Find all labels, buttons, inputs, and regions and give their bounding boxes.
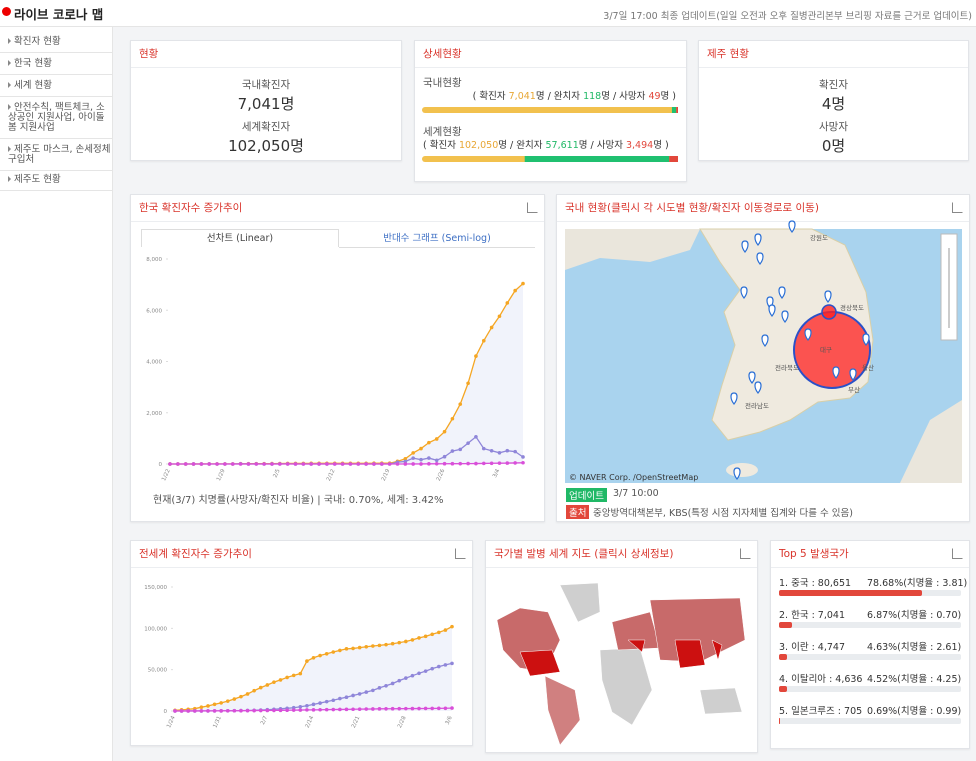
- country-share: 78.68%(치명율 : 3.81): [867, 578, 968, 589]
- bar-track: [779, 686, 961, 692]
- country-label: 2. 한국 : 7,041: [779, 610, 846, 621]
- world-chart-panel: 전세계 확진자수 증가추이: [130, 540, 473, 746]
- site-title[interactable]: 라이브 코로나 맵: [14, 7, 104, 22]
- country-share: 6.87%(치명율 : 0.70): [867, 610, 962, 621]
- count: 118: [583, 91, 602, 102]
- update-tag: 업데이트: [566, 488, 607, 502]
- count: 102,050: [458, 140, 499, 151]
- nav-item[interactable]: 제주도 마스크, 손세정체 구입처: [0, 145, 112, 171]
- nav-item[interactable]: 확진자 현황: [0, 37, 112, 53]
- jeju-panel: 제주 현황 확진자 4명 사망자 0명: [698, 40, 969, 161]
- live-dot: [2, 7, 11, 16]
- nav-item[interactable]: 제주도 현황: [0, 175, 112, 191]
- summary-text: ( 확진자: [472, 91, 509, 102]
- summary-text: 명 / 완치자: [535, 91, 584, 102]
- panel-title: 국가별 발병 세계 지도 (클릭시 상세정보): [486, 541, 757, 568]
- share-bar: [779, 622, 792, 628]
- country-share: 4.52%(치명율 : 4.25): [867, 674, 962, 685]
- source: 중앙방역대책본부, KBS(특정 시점 지자체별 집계와 다를 수 있음): [593, 508, 853, 519]
- summary-text: 명 ): [660, 91, 676, 102]
- label: 확진자: [819, 79, 848, 91]
- nav-item[interactable]: 세계 현황: [0, 81, 112, 97]
- nav-item[interactable]: 한국 현황: [0, 59, 112, 75]
- share-bar: [779, 718, 781, 724]
- row-label: 국내현황: [423, 77, 462, 89]
- bar-track: [779, 718, 961, 724]
- country-share: 4.63%(치명율 : 2.61): [867, 642, 962, 653]
- value: 4명: [821, 95, 846, 113]
- panel-title: 국내 현황(클릭시 각 시도별 현황/확진자 이동경로로 이동): [557, 195, 969, 222]
- top5-panel: Top 5 발생국가 1. 중국 : 80,651 78.68%(치명율 : 3.…: [770, 540, 970, 749]
- nav-arrow: [8, 60, 11, 66]
- world-map-panel: 국가별 발병 세계 지도 (클릭시 상세정보): [485, 540, 758, 753]
- row-label: 세계현황: [423, 126, 462, 138]
- detail-panel: 상세현황 국내현황( 확진자 7,041명 / 완치자 118명 / 사망자 4…: [414, 40, 687, 182]
- summary-text: ( 확진자: [423, 140, 459, 151]
- nav-arrow: [8, 104, 11, 110]
- panel-title: 상세현황: [415, 41, 686, 68]
- nav-arrow: [8, 38, 11, 44]
- country-label: 1. 중국 : 80,651: [779, 578, 852, 589]
- label: 사망자: [819, 121, 848, 133]
- value: 102,050명: [228, 137, 304, 155]
- summary-text: 명 ): [653, 140, 669, 151]
- summary-text: 명 / 사망자: [601, 91, 649, 102]
- panel-title: 전세계 확진자수 증가추이: [131, 541, 472, 568]
- open-icon[interactable]: [455, 548, 466, 559]
- korea-chart-panel: 한국 확진자수 증가추이 선차트 (Linear) 반대수 그래프 (Semi-…: [130, 194, 545, 522]
- nav-label: 확진자 현황: [14, 36, 61, 47]
- bar-track: [779, 590, 961, 596]
- share-bar: [779, 590, 923, 596]
- count: 3,494: [625, 140, 654, 151]
- label: 국내확진자: [241, 79, 291, 91]
- nav-label: 안전수칙, 팩트체크, 소상공인 지원사업, 아이돌봄 지원사업: [8, 102, 105, 133]
- korea-map-panel: 국내 현황(클릭시 각 시도별 현황/확진자 이동경로로 이동) 업데이트 3/…: [556, 194, 970, 522]
- row-summary: ( 확진자 102,050명 / 완치자 57,611명 / 사망자 3,494…: [423, 137, 669, 151]
- country-share: 0.69%(치명율 : 0.99): [867, 706, 962, 717]
- panel-title: Top 5 발생국가: [771, 541, 969, 568]
- row-summary: ( 확진자 7,041명 / 완치자 118명 / 사망자 49명 ): [473, 88, 676, 102]
- nav-arrow: [8, 82, 11, 88]
- count: 57,611: [545, 140, 579, 151]
- bar-track: [779, 622, 961, 628]
- source-tag: 출처: [566, 505, 590, 519]
- share-bar: [779, 686, 788, 692]
- bar-track: [779, 654, 961, 660]
- country-label: 5. 일본크루즈 : 705: [779, 706, 863, 717]
- value: 0명: [821, 137, 846, 155]
- count: 49: [648, 91, 661, 102]
- value: 7,041명: [237, 95, 295, 113]
- label: 세계확진자: [241, 121, 291, 133]
- update-note: 3/7일 17:00 최종 업데이트(일일 오전과 오후 질병관리본부 브리핑 …: [603, 11, 972, 22]
- share-bar: [779, 654, 788, 660]
- open-icon[interactable]: [740, 548, 751, 559]
- panel-title: 현황: [131, 41, 401, 68]
- nav-label: 제주도 현황: [14, 174, 61, 185]
- nav-arrow: [8, 176, 11, 182]
- open-icon[interactable]: [527, 202, 538, 213]
- country-label: 3. 이란 : 4,747: [779, 642, 846, 653]
- nav-item[interactable]: 안전수칙, 팩트체크, 소상공인 지원사업, 아이돌봄 지원사업: [0, 103, 112, 139]
- footnote: 현재(3/7) 치명률(사망자/확진자 비율) | 국내: 0.70%, 세계:…: [153, 495, 444, 506]
- nav-label: 세계 현황: [14, 80, 52, 91]
- summary-text: 명 / 완치자: [498, 140, 546, 151]
- tab[interactable]: 반대수 그래프 (Semi-log): [339, 230, 535, 248]
- panel-title: 제주 현황: [699, 41, 968, 68]
- country-label: 4. 이탈리아 : 4,636: [779, 674, 863, 685]
- nav-arrow: [8, 146, 11, 152]
- summary-text: 명 / 사망자: [578, 140, 626, 151]
- open-icon[interactable]: [952, 202, 963, 213]
- panel-title: 한국 확진자수 증가추이: [131, 195, 544, 222]
- header: 라이브 코로나 맵 3/7일 17:00 최종 업데이트(일일 오전과 오후 질…: [0, 0, 976, 27]
- count: 7,041: [508, 91, 536, 102]
- status-panel: 현황 국내확진자 7,041명 세계확진자 102,050명: [130, 40, 402, 161]
- nav-label: 한국 현황: [14, 58, 52, 69]
- tab-active[interactable]: 선차트 (Linear): [141, 229, 339, 247]
- open-icon[interactable]: [952, 548, 963, 559]
- update-time: 3/7 10:00: [613, 488, 659, 499]
- nav-label: 제주도 마스크, 손세정체 구입처: [8, 144, 111, 165]
